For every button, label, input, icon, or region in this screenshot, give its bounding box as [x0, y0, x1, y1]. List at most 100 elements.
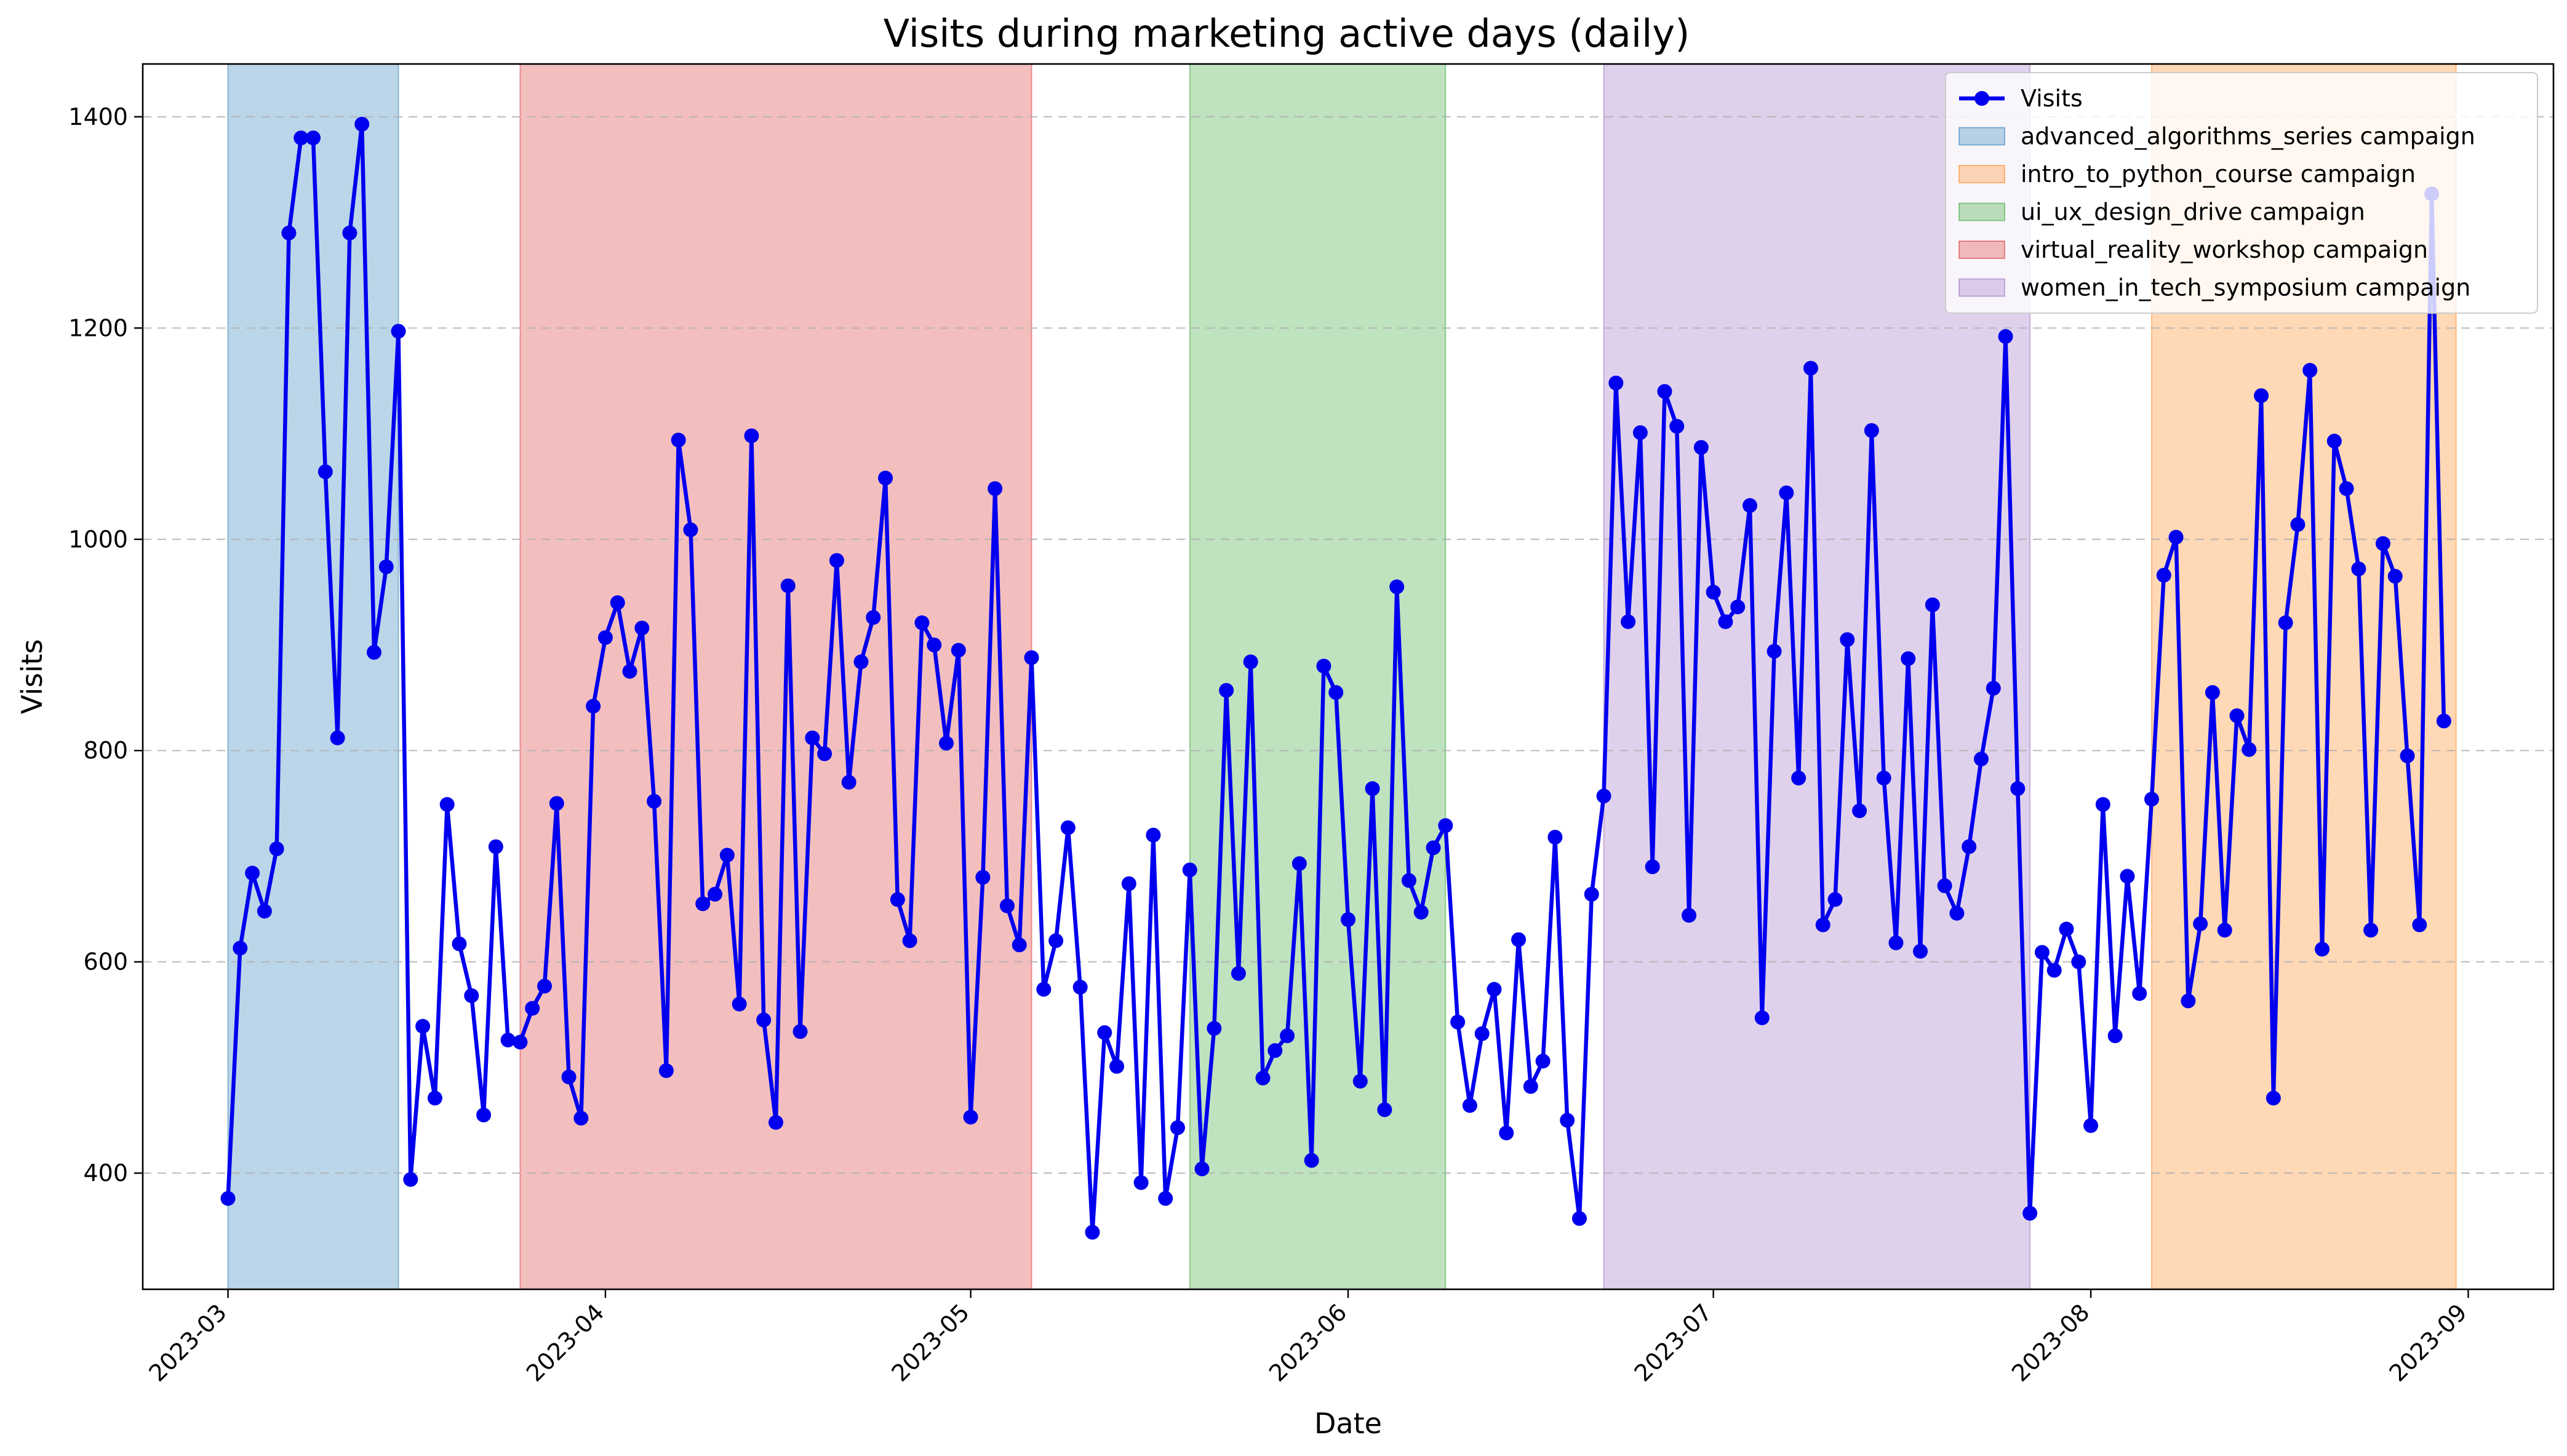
- legend-swatch-3: [1958, 241, 2005, 259]
- data-point-163: [2205, 685, 2220, 700]
- x-axis: 2023-03 2023-04 2023-05 2023-06 2023-07 2023-…: [143, 1289, 2472, 1387]
- data-point-59: [939, 736, 954, 751]
- data-point-158: [2144, 792, 2159, 807]
- legend-label-campaign-2: ui_ux_design_drive campaign: [2021, 199, 2365, 226]
- data-point-155: [2107, 1028, 2123, 1043]
- data-point-93: [1352, 1073, 1368, 1089]
- data-point-173: [2326, 434, 2342, 449]
- data-point-165: [2229, 708, 2245, 723]
- data-point-30: [586, 699, 601, 714]
- data-point-119: [1669, 419, 1685, 434]
- data-point-38: [683, 522, 698, 538]
- data-point-144: [1973, 751, 1989, 766]
- data-point-48: [805, 730, 820, 746]
- data-point-130: [1803, 360, 1818, 376]
- data-point-115: [1621, 614, 1636, 629]
- data-point-74: [1121, 876, 1136, 891]
- data-point-9: [330, 730, 345, 746]
- data-point-168: [2266, 1091, 2281, 1106]
- data-point-121: [1693, 440, 1709, 455]
- data-point-31: [597, 630, 613, 645]
- data-point-41: [719, 848, 735, 863]
- data-point-117: [1645, 859, 1660, 875]
- data-point-63: [988, 481, 1003, 496]
- data-point-82: [1219, 683, 1234, 698]
- data-point-142: [1949, 905, 1965, 921]
- data-point-21: [476, 1107, 492, 1123]
- data-point-101: [1450, 1014, 1466, 1030]
- data-point-177: [2375, 536, 2390, 551]
- data-point-47: [792, 1024, 808, 1039]
- legend-swatch-4: [1958, 278, 2005, 297]
- data-point-52: [853, 654, 869, 669]
- data-point-159: [2156, 568, 2171, 583]
- data-point-137: [1888, 935, 1904, 950]
- data-point-99: [1426, 840, 1441, 856]
- data-point-102: [1462, 1098, 1477, 1113]
- data-point-167: [2254, 388, 2269, 404]
- data-point-65: [1012, 937, 1027, 953]
- data-point-169: [2278, 615, 2293, 631]
- data-point-146: [1998, 329, 2013, 344]
- data-point-57: [914, 615, 930, 631]
- data-point-35: [647, 794, 662, 809]
- data-point-132: [1827, 892, 1843, 907]
- data-point-19: [452, 936, 467, 952]
- data-point-25: [525, 1001, 540, 1016]
- data-point-106: [1511, 932, 1527, 947]
- data-point-15: [403, 1172, 418, 1187]
- data-point-37: [671, 432, 686, 448]
- data-point-109: [1547, 830, 1563, 845]
- data-point-72: [1097, 1025, 1112, 1040]
- y-tick-label-2: 800: [83, 737, 128, 764]
- data-point-133: [1840, 632, 1855, 647]
- data-point-91: [1328, 685, 1344, 700]
- y-tick-label-0: 400: [83, 1160, 128, 1187]
- legend-label-campaign-1: intro_to_python_course campaign: [2021, 161, 2416, 188]
- data-point-128: [1779, 485, 1794, 501]
- data-point-180: [2412, 917, 2427, 933]
- data-point-75: [1133, 1175, 1149, 1190]
- data-point-145: [1986, 680, 2001, 696]
- legend-swatch-0: [1958, 127, 2005, 146]
- data-point-4: [269, 841, 284, 856]
- data-point-123: [1718, 614, 1733, 629]
- legend: Visits advanced_algorithms_series campaig…: [1945, 72, 2538, 314]
- data-point-138: [1901, 651, 1916, 666]
- data-point-5: [281, 225, 297, 241]
- data-point-16: [415, 1019, 431, 1034]
- data-point-60: [951, 643, 966, 658]
- data-point-32: [610, 595, 625, 610]
- data-point-8: [317, 464, 333, 479]
- data-point-140: [1925, 597, 1940, 613]
- x-tick-label-6: 2023-09: [2384, 1299, 2472, 1386]
- data-point-100: [1438, 818, 1453, 833]
- campaign-band-2: [1189, 63, 1447, 1290]
- data-point-13: [378, 559, 394, 575]
- data-point-126: [1754, 1010, 1770, 1025]
- x-axis-label: Date: [1314, 1407, 1382, 1440]
- data-point-178: [2387, 568, 2403, 584]
- data-point-118: [1657, 384, 1672, 399]
- data-point-64: [999, 898, 1015, 913]
- data-point-87: [1280, 1028, 1295, 1043]
- data-point-79: [1182, 862, 1197, 878]
- data-point-51: [841, 774, 856, 790]
- data-point-67: [1036, 982, 1052, 997]
- data-point-22: [488, 839, 503, 854]
- x-tick-label-4: 2023-07: [1629, 1299, 1717, 1386]
- data-point-85: [1255, 1070, 1271, 1086]
- data-point-83: [1231, 966, 1246, 981]
- visits-series: [220, 116, 2451, 1240]
- data-point-176: [2363, 923, 2379, 938]
- data-point-68: [1048, 933, 1064, 949]
- legend-label-campaign-3: virtual_reality_workshop campaign: [2021, 236, 2428, 263]
- data-point-182: [2436, 714, 2451, 729]
- data-point-97: [1401, 873, 1416, 888]
- data-point-18: [439, 797, 455, 812]
- data-point-135: [1864, 423, 1879, 438]
- data-point-161: [2181, 993, 2196, 1009]
- campaign-band-0: [227, 63, 399, 1290]
- data-point-62: [975, 870, 991, 885]
